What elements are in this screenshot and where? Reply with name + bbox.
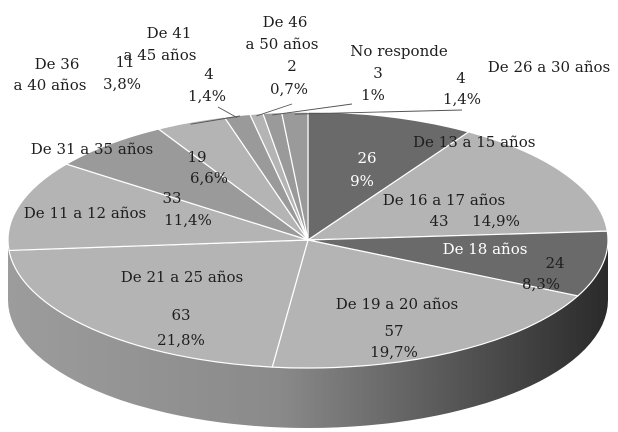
leader-lines — [190, 103, 463, 125]
label-s2630-count: 4 — [456, 69, 466, 87]
leader-line-s4650 — [256, 103, 293, 117]
label-s1112-count: 33 — [162, 189, 181, 207]
label-s4145-pct: 1,4% — [188, 87, 226, 105]
label-s1317-count: 26 — [357, 149, 376, 167]
label-s1920-name: De 19 a 20 años — [336, 295, 458, 313]
label-s1317-pct: 9% — [350, 172, 374, 190]
label-s3640-name-1: De 36 — [35, 55, 80, 73]
pie-slice-s1617 — [305, 131, 608, 241]
label-s3640-count: 11 — [115, 53, 134, 71]
pie-slice-sides — [8, 240, 608, 428]
label-s4650-pct: 0,7% — [270, 80, 308, 98]
pie-slice-tops — [7, 111, 609, 369]
label-s3640-pct: 3,8% — [103, 75, 141, 93]
label-s4650-count: 2 — [287, 57, 297, 75]
label-s3135-pct: 6,6% — [190, 169, 228, 187]
leader-line-s2630 — [294, 109, 463, 115]
label-s18-count: 24 — [545, 254, 564, 272]
pie-slice-s2125 — [8, 239, 309, 368]
label-s18-name: De 18 años — [443, 240, 528, 258]
label-s2125-name: De 21 a 25 años — [121, 268, 243, 286]
label-s4145-count: 4 — [204, 65, 214, 83]
pie-slice-s1317 — [307, 111, 471, 242]
slice-labels: De 13 a 15 años 26 9% De 16 a 17 años 43… — [14, 13, 611, 361]
label-s2125-pct: 21,8% — [157, 331, 205, 349]
pie-slice-s1112 — [7, 163, 309, 252]
label-s1112-pct: 11,4% — [164, 211, 212, 229]
label-s4145-name-1: De 41 — [147, 24, 192, 42]
leader-line-snr — [272, 103, 353, 116]
leader-line-s3640 — [190, 115, 241, 125]
leader-line-s4145 — [217, 106, 238, 119]
pie-slice-s3135 — [64, 128, 309, 241]
label-s3640-name-2: a 40 años — [14, 76, 87, 94]
label-s4145-name-2: a 45 años — [124, 46, 197, 64]
label-s1617-pct: 14,9% — [472, 212, 520, 230]
label-s1920-pct: 19,7% — [370, 343, 418, 361]
pie-side-wall — [8, 240, 608, 428]
label-s2125-count: 63 — [171, 306, 190, 324]
label-snr-pct: 1% — [361, 86, 385, 104]
label-s1617-count: 43 — [429, 212, 448, 230]
label-s18-pct: 8,3% — [522, 275, 560, 293]
pie-slice-s18 — [307, 230, 609, 297]
label-s3135-count: 19 — [187, 148, 206, 166]
label-s4650-name-2: a 50 años — [246, 35, 319, 53]
label-s4650-name-1: De 46 — [263, 13, 308, 31]
label-s2630-name: De 26 a 30 años — [488, 58, 610, 76]
label-s1920-count: 57 — [384, 322, 403, 340]
label-snr-count: 3 — [373, 64, 383, 82]
label-s3135-name: De 31 a 35 años — [31, 140, 153, 158]
label-s1112-name: De 11 a 12 años — [24, 204, 146, 222]
label-s1317-name: De 13 a 15 años — [413, 133, 535, 151]
pie-slice-s1920 — [271, 239, 580, 369]
label-s2630-pct: 1,4% — [443, 90, 481, 108]
label-s1617-name: De 16 a 17 años — [383, 191, 505, 209]
label-snr-name: No responde — [350, 42, 448, 60]
